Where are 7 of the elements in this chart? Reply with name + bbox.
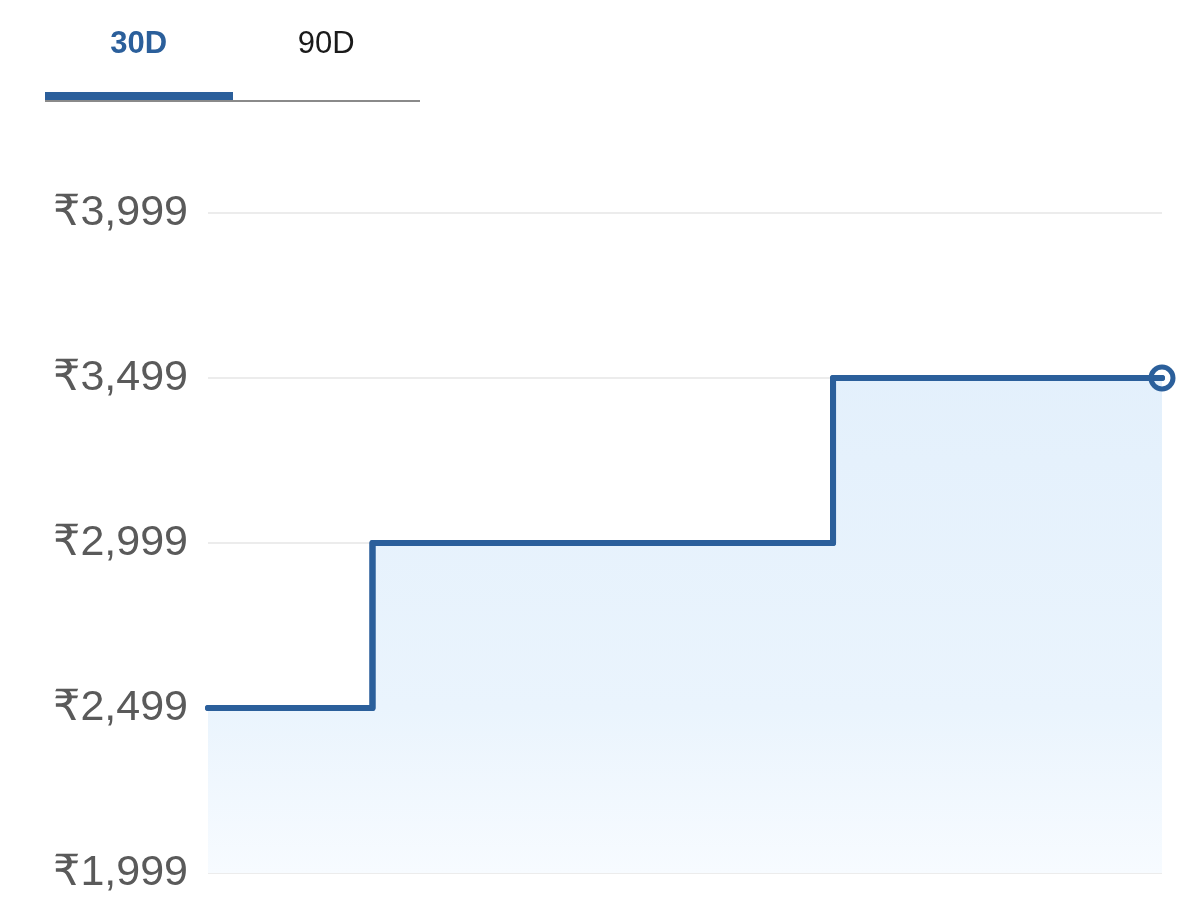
y-tick-label: ₹3,999 [53,185,188,234]
y-tick-label: ₹2,499 [53,680,188,729]
y-tick-label: ₹3,499 [53,350,188,399]
y-tick-label: ₹2,999 [53,515,188,564]
y-tick-label: ₹1,999 [53,845,188,894]
period-tab[interactable]: 30D [45,12,233,100]
period-tab[interactable]: 90D [232,12,420,100]
